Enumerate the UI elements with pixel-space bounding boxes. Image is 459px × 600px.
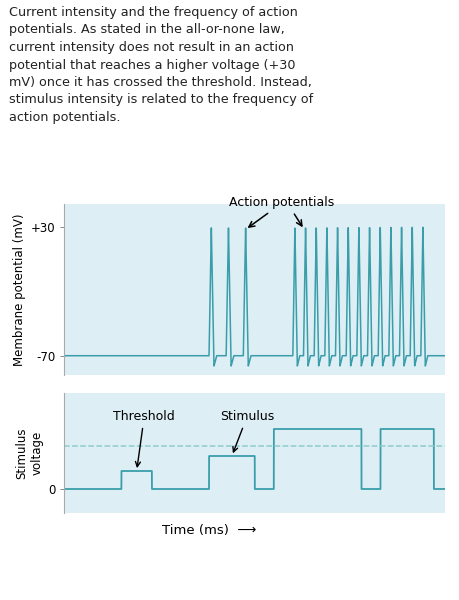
Y-axis label: Stimulus
voltage: Stimulus voltage — [16, 427, 44, 479]
Text: Action potentials: Action potentials — [229, 196, 334, 209]
Text: Current intensity and the frequency of action
potentials. As stated in the all-o: Current intensity and the frequency of a… — [9, 6, 313, 124]
Text: Stimulus: Stimulus — [220, 410, 274, 452]
Y-axis label: Membrane potential (mV): Membrane potential (mV) — [13, 213, 27, 366]
Text: Time (ms)  ⟶: Time (ms) ⟶ — [162, 524, 256, 537]
Text: Threshold: Threshold — [113, 410, 175, 467]
